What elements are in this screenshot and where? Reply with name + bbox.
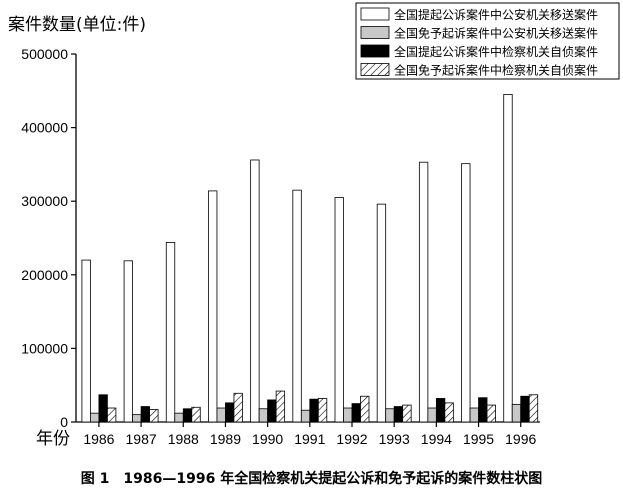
bar-1996-series-2 [511, 403, 522, 423]
legend-swatch [360, 26, 390, 39]
figure-caption: 图 1 1986—1996 年全国检察机关提起公诉和免予起诉的案件数柱状图 [80, 471, 543, 487]
y-tick-label: 200000 [21, 267, 68, 283]
x-tick-label: 1987 [126, 431, 157, 447]
bar-1994-series-3 [435, 398, 446, 423]
legend-swatch [360, 7, 390, 21]
bar-1996-series-4 [528, 394, 539, 423]
y-tick-label: 0 [60, 414, 68, 430]
bar-1986-series-4 [107, 407, 117, 423]
bar-1986-series-3 [98, 394, 108, 423]
bar-1989-series-4 [233, 392, 243, 423]
legend-label: 全国免予起诉案件中检察机关自侦案件 [394, 63, 598, 78]
bar-1993-series-1 [376, 203, 387, 423]
x-tick-label: 1990 [252, 431, 283, 447]
bar-1991-series-1 [292, 189, 302, 423]
bar-1995-series-1 [461, 163, 471, 423]
bar-1988-series-3 [182, 408, 193, 423]
legend-label: 全国提起公诉案件中检察机关自侦案件 [394, 44, 598, 59]
bar-1993-series-4 [402, 404, 412, 423]
bar-1990-series-4 [275, 390, 286, 423]
bar-1992-series-1 [334, 197, 344, 423]
x-tick-label: 1996 [505, 431, 536, 447]
bar-1990-series-3 [267, 399, 277, 423]
bar-1988-series-1 [165, 242, 176, 423]
bar-1987-series-3 [140, 406, 150, 423]
bar-1989-series-2 [216, 407, 226, 423]
bar-1987-series-1 [123, 260, 133, 423]
legend-frame [355, 2, 620, 80]
bar-chart: 案件数量(单位:件) 年份 0 100000 200000 300000 400000 5… [8, 2, 620, 449]
bar-1996-series-1 [503, 94, 513, 423]
y-tick-label: 500000 [21, 46, 68, 62]
y-tick-label: 300000 [21, 193, 68, 209]
bar-1995-series-3 [478, 397, 488, 423]
bar-1994-series-2 [427, 407, 437, 423]
legend-label: 全国免予起诉案件中公安机关移送案件 [394, 26, 598, 41]
bar-1995-series-4 [486, 404, 496, 423]
bar-1992-series-4 [360, 395, 370, 423]
bar-1991-series-4 [317, 398, 328, 423]
x-tick-label: 1986 [83, 431, 114, 447]
bar-1993-series-3 [393, 406, 404, 423]
x-tick-label: 1992 [336, 431, 367, 447]
x-tick-label: 1995 [463, 431, 494, 447]
x-tick-label: 1991 [294, 431, 325, 447]
x-tick-label: 1989 [210, 431, 241, 447]
y-axis-label: 案件数量(单位:件) [8, 15, 146, 35]
y-tick-label: 400000 [21, 120, 68, 136]
bar-1994-series-4 [444, 402, 454, 423]
bar-1988-series-2 [174, 412, 184, 423]
bar-1990-series-1 [250, 159, 260, 423]
bar-1990-series-2 [258, 408, 269, 423]
bar-1992-series-2 [343, 407, 353, 423]
bar-1989-series-3 [225, 402, 235, 423]
bar-1995-series-2 [469, 407, 479, 423]
bar-1996-series-3 [520, 395, 530, 423]
legend-label: 全国提起公诉案件中公安机关移送案件 [394, 7, 598, 22]
legend: 全国提起公诉案件中公安机关移送案件全国免予起诉案件中公安机关移送案件全国提起公诉… [355, 2, 620, 80]
x-axis-label: 年份 [36, 429, 70, 449]
bar-1993-series-2 [385, 408, 395, 423]
bar-1986-series-2 [90, 412, 100, 423]
legend-swatch [360, 63, 390, 76]
bar-1988-series-4 [191, 406, 201, 423]
y-tick-label: 100000 [21, 340, 68, 356]
x-tick-label: 1994 [421, 431, 452, 447]
bar-1987-series-4 [149, 409, 159, 423]
bar-1991-series-3 [309, 398, 319, 423]
bar-1992-series-3 [351, 403, 361, 423]
x-tick-label: 1993 [379, 431, 410, 447]
x-tick-label: 1988 [168, 431, 199, 447]
legend-swatch [360, 44, 390, 58]
bar-1991-series-2 [300, 409, 311, 423]
bar-1986-series-1 [81, 259, 91, 423]
bar-1987-series-2 [132, 414, 142, 423]
bar-1994-series-1 [418, 161, 429, 423]
bar-1989-series-1 [208, 190, 218, 423]
